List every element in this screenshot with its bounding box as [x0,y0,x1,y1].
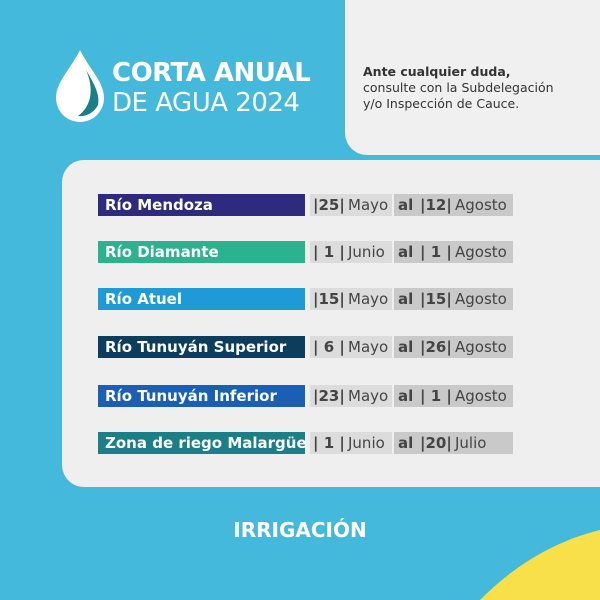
river-name: Río Tunuyán Superior [98,336,305,358]
connector: al [398,243,414,261]
from-month: Mayo [348,290,389,308]
connector: al [398,434,414,452]
connector: al [398,338,414,356]
note-text: Ante cualquier duda, [363,64,511,79]
to-month: Julio [455,434,487,452]
from-month: Mayo [348,196,389,214]
to-day: |26| [420,338,452,356]
river-name: Río Mendoza [98,194,305,216]
to-day: |20| [420,434,452,452]
date-box [394,432,513,454]
date-box [310,194,392,216]
from-month: Junio [348,434,385,452]
from-day: |15| [313,290,345,308]
date-box [310,385,392,407]
brand: IRRIGACIÓN [233,518,367,542]
to-month: Agosto [455,290,507,308]
drop-accent [78,70,99,117]
title: DE AGUA 2024 [112,88,300,118]
date-box [310,432,392,454]
river-name: Río Atuel [98,288,305,310]
from-month: Mayo [348,338,389,356]
connector: al [398,387,414,405]
to-day: |12| [420,196,452,214]
date-box [310,288,392,310]
note-text: y/o Inspección de Cauce. [363,96,520,111]
note-panel [345,0,600,155]
to-month: Agosto [455,338,507,356]
to-month: Agosto [455,196,507,214]
to-day: | 1 | [420,243,452,261]
from-month: Mayo [348,387,389,405]
title: CORTA ANUAL [112,58,311,88]
date-box [394,194,513,216]
river-name: Río Tunuyán Inferior [98,385,305,407]
to-month: Agosto [455,243,507,261]
date-box [310,241,392,263]
date-box [394,336,513,358]
from-day: |25| [313,196,345,214]
connector: al [398,196,414,214]
to-month: Agosto [455,387,507,405]
to-day: |15| [420,290,452,308]
yellow-blob [480,530,600,600]
date-box [310,336,392,358]
drop-icon [56,50,104,122]
date-box [394,288,513,310]
note-text: consulte con la Subdelegación [363,80,554,95]
from-day: | 1 | [313,434,345,452]
to-day: | 1 | [420,387,452,405]
date-box [394,241,513,263]
from-day: | 1 | [313,243,345,261]
from-day: |23| [313,387,345,405]
connector: al [398,290,414,308]
river-name: Zona de riego Malargüe [98,432,307,454]
date-box [394,385,513,407]
from-month: Junio [348,243,385,261]
river-name: Río Diamante [98,241,305,263]
from-day: | 6 | [313,338,345,356]
